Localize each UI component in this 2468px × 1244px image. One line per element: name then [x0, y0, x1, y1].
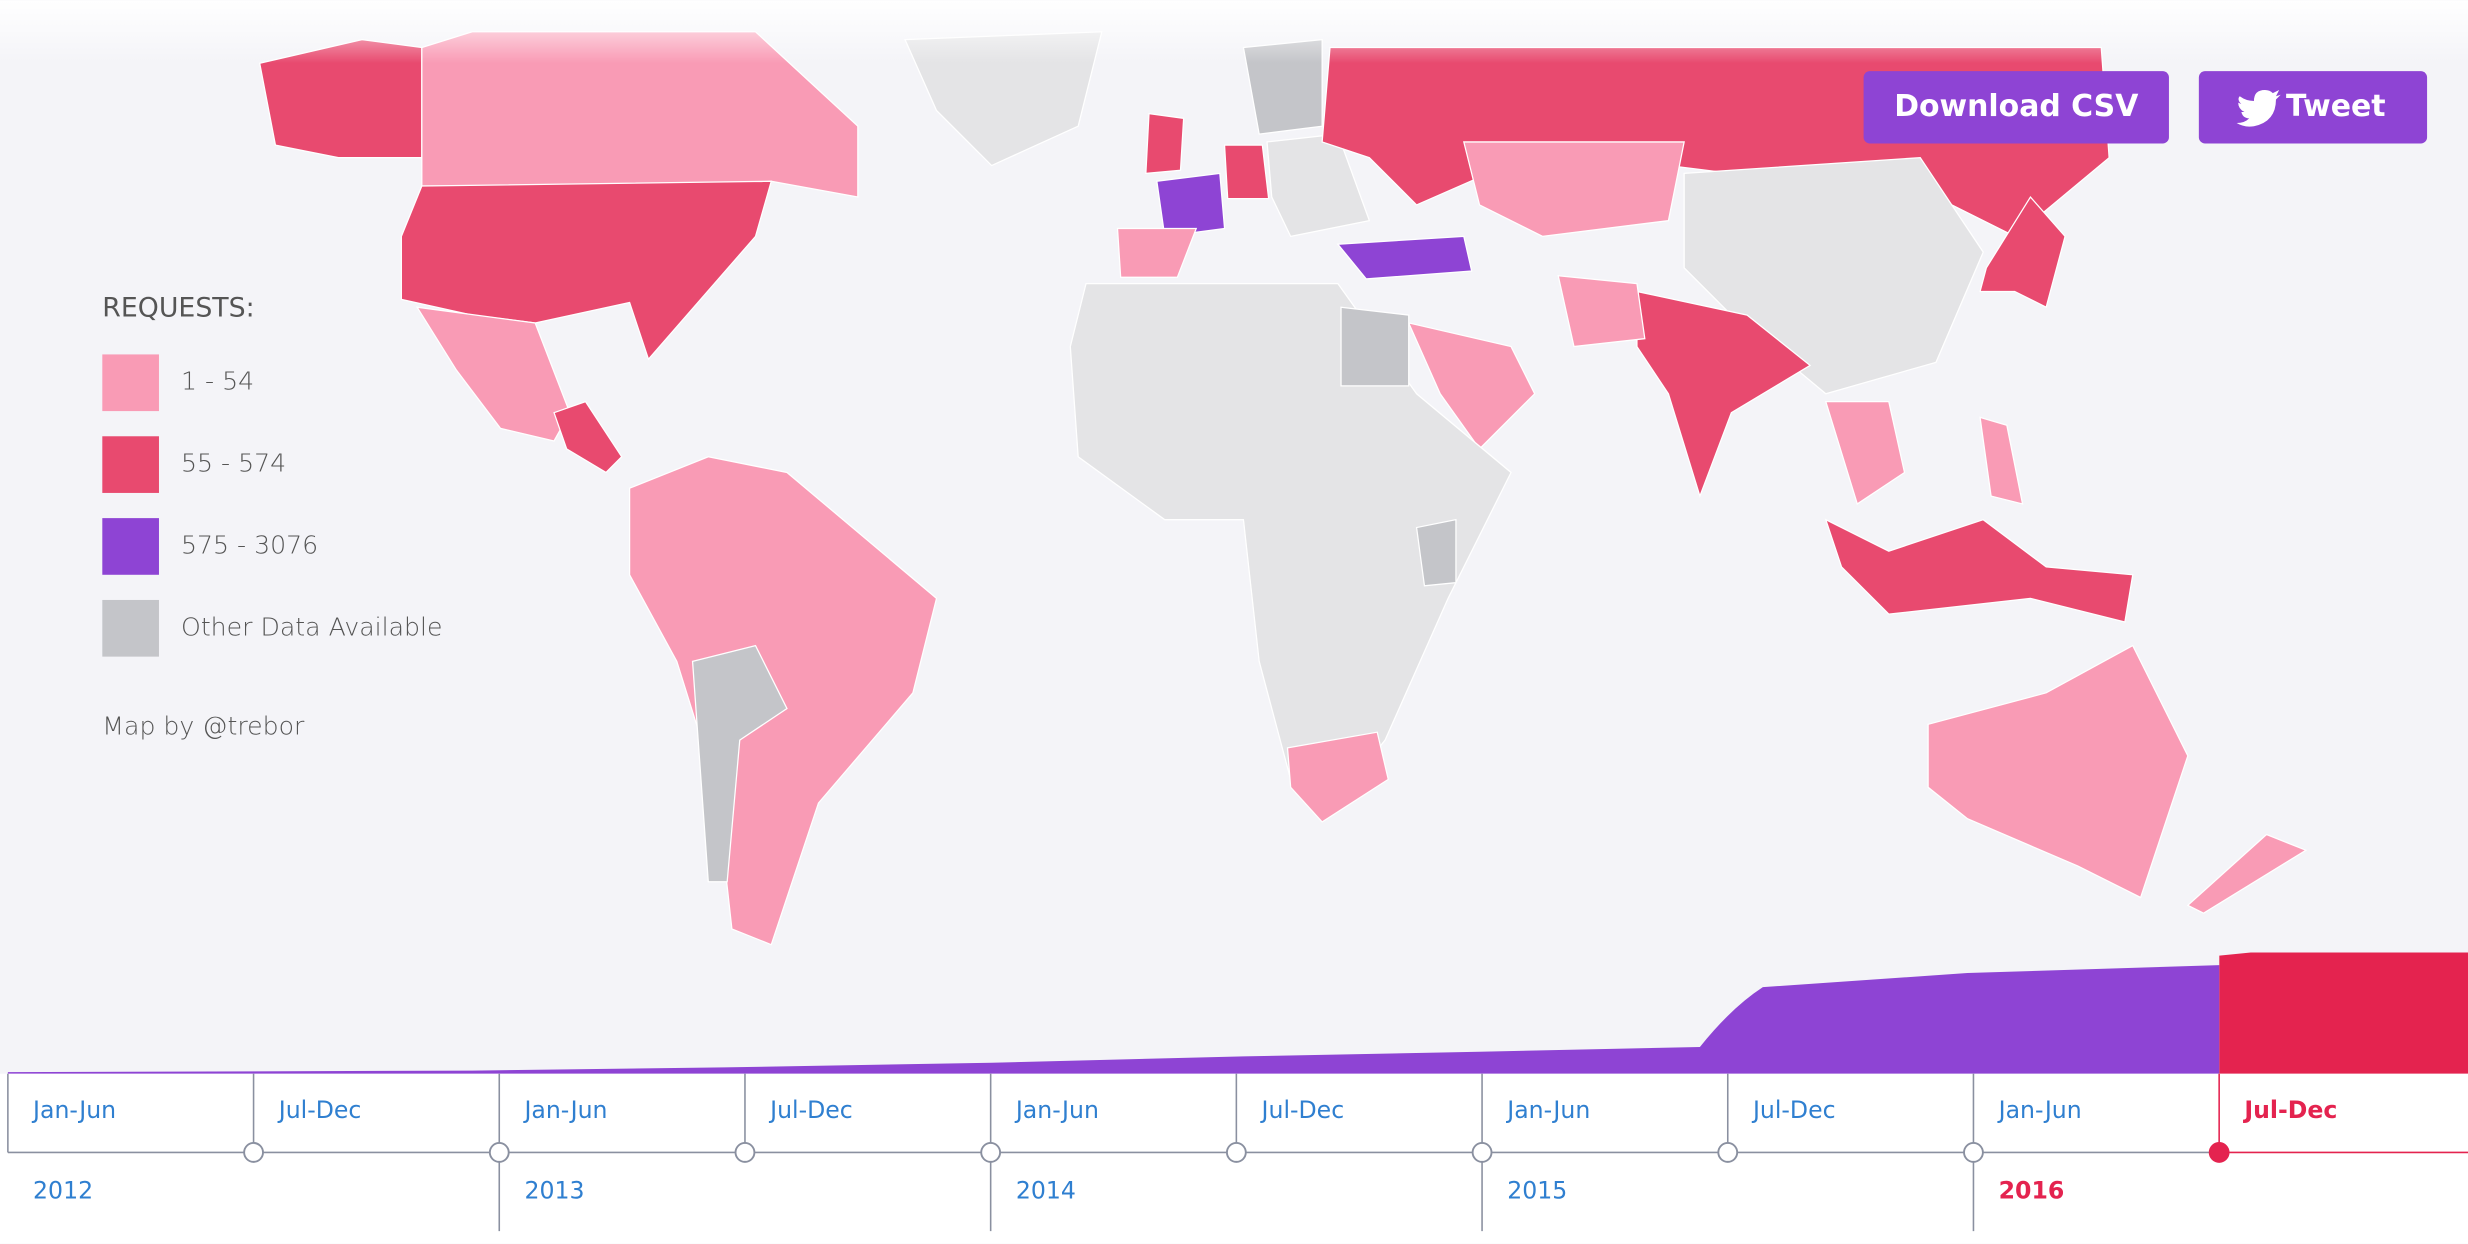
central-america — [553, 400, 623, 474]
legend-label: Other Data Available — [181, 612, 443, 641]
saudi-arabia — [1407, 322, 1536, 450]
usa — [400, 180, 773, 361]
timeline: Jan-Jun Jul-Dec Jan-Jun Jul-Dec Jan-Jun Jul-D… — [0, 952, 2468, 1244]
world-map — [0, 0, 2468, 946]
india — [1636, 290, 1812, 499]
period-label[interactable]: Jan-Jun — [522, 1096, 607, 1124]
year-label[interactable]: 2012 — [33, 1176, 93, 1204]
year-label[interactable]: 2013 — [524, 1176, 584, 1204]
trend-area — [7, 965, 2220, 1074]
france — [1156, 172, 1226, 238]
tweet-button[interactable]: Tweet — [2198, 71, 2428, 144]
philippines — [1979, 416, 2024, 505]
legend-label: 575 - 3076 — [181, 530, 318, 559]
download-button[interactable]: Download CSV — [1863, 71, 2169, 144]
period-label[interactable]: Jan-Jun — [1505, 1096, 1590, 1124]
japan-korea — [1979, 195, 2066, 309]
button-bg[interactable] — [1863, 71, 2169, 144]
afghanistan-iran — [1557, 275, 1646, 348]
legend-swatch — [102, 354, 159, 412]
legend-swatch — [102, 436, 159, 493]
mexico — [415, 306, 571, 442]
period-label[interactable]: Jul-Dec — [277, 1096, 362, 1124]
legend-swatch — [102, 599, 159, 657]
legend-title: REQUESTS: — [102, 292, 254, 323]
legend-label: 1 - 54 — [181, 367, 254, 396]
indonesia — [1824, 518, 2134, 623]
germany — [1223, 144, 1270, 200]
period-label[interactable]: Jan-Jun — [31, 1096, 116, 1124]
period-node[interactable] — [1717, 1142, 1739, 1163]
period-node[interactable] — [1225, 1142, 1247, 1163]
kenya — [1415, 518, 1457, 587]
period-label[interactable]: Jan-Jun — [1997, 1096, 2082, 1124]
period-node[interactable] — [1963, 1142, 1984, 1163]
period-label[interactable]: Jan-Jun — [1014, 1096, 1099, 1124]
year-label[interactable]: 2015 — [1507, 1176, 1567, 1204]
egypt — [1340, 306, 1410, 387]
period-node[interactable] — [1471, 1142, 1493, 1163]
period-node[interactable] — [243, 1142, 264, 1163]
trend-area-current — [2219, 952, 2468, 1074]
australia — [1927, 644, 2189, 899]
credit: Map by @trebor — [102, 711, 305, 740]
top-fade — [0, 0, 2468, 64]
turkey — [1336, 235, 1473, 280]
new-zealand — [2186, 833, 2308, 914]
southeast-asia — [1824, 401, 1906, 505]
period-node[interactable] — [734, 1142, 756, 1163]
legend: REQUESTS: 1 - 54 55 - 574 575 - 3076 Oth… — [102, 292, 443, 740]
period-label[interactable]: Jul-Dec — [768, 1096, 853, 1124]
kazakhstan — [1462, 141, 1685, 238]
legend-label: 55 - 574 — [181, 449, 286, 478]
button-label[interactable]: Download CSV — [1894, 89, 2138, 124]
twitter-icon[interactable] — [2236, 89, 2281, 127]
period-label[interactable]: Jul-Dec — [1260, 1096, 1345, 1124]
period-node[interactable] — [980, 1142, 1002, 1163]
period-node[interactable] — [2208, 1142, 2230, 1163]
period-label[interactable]: Jul-Dec — [1751, 1096, 1836, 1124]
button-label[interactable]: Tweet — [2286, 89, 2386, 124]
period-node[interactable] — [488, 1142, 510, 1163]
uk — [1145, 112, 1185, 175]
spain — [1116, 227, 1198, 278]
bolivia-chile — [691, 644, 788, 883]
year-label[interactable]: 2014 — [1016, 1176, 1076, 1204]
south-africa — [1286, 731, 1389, 823]
year-label[interactable]: 2016 — [1999, 1176, 2065, 1204]
legend-swatch — [102, 518, 159, 575]
period-label[interactable]: Jul-Dec — [2242, 1096, 2337, 1124]
